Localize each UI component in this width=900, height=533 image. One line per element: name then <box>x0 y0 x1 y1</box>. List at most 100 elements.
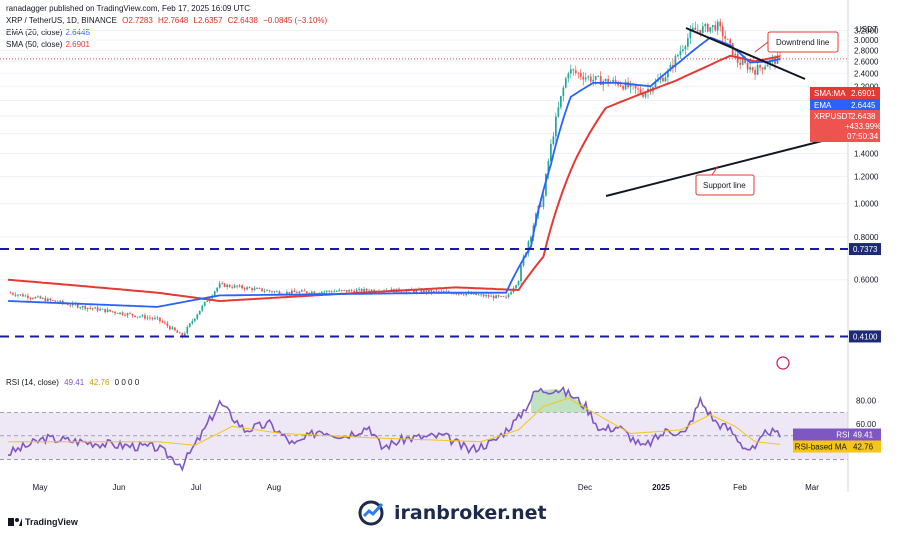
candle-body <box>320 291 323 294</box>
pair-tag-timer: 07:50:34 <box>847 132 879 141</box>
candle-body <box>19 294 22 296</box>
candle-body <box>726 38 729 40</box>
candle-body <box>198 310 201 315</box>
candle-body <box>236 285 238 287</box>
support-callout-label: Support line <box>703 181 746 190</box>
candle-body <box>495 295 497 299</box>
candle-body <box>667 71 669 78</box>
candle-body <box>226 284 229 287</box>
candle-body <box>358 288 361 290</box>
candle-body <box>46 298 49 302</box>
candle-body <box>355 289 358 293</box>
candle-body <box>729 39 732 44</box>
candle-body <box>574 70 577 73</box>
candle-body <box>701 26 704 33</box>
sma-tag-value: 2.6901 <box>851 89 876 98</box>
downtrend-callout-label: Downtrend line <box>776 38 830 47</box>
x-tick-label: May <box>32 483 47 492</box>
candle-body <box>472 293 475 295</box>
candle-body <box>766 64 769 67</box>
candle-body <box>644 92 647 97</box>
candle-body <box>22 294 24 297</box>
candle-body <box>300 290 303 292</box>
candle-body <box>607 78 610 84</box>
candle-body <box>49 298 52 301</box>
candle-body <box>614 79 617 83</box>
candle-body <box>181 332 184 337</box>
candle-body <box>276 291 278 293</box>
rsima-tag <box>793 440 881 453</box>
candle-body <box>343 290 346 291</box>
candle-body <box>475 293 478 295</box>
candle-body <box>365 288 368 291</box>
candle-body <box>689 30 692 39</box>
candle-body <box>129 313 131 315</box>
candle-body <box>101 308 104 310</box>
candle-body <box>373 289 375 292</box>
candle-body <box>592 79 595 82</box>
downtrend-callout-pointer <box>754 41 769 53</box>
level-tag-label: 0.7373 <box>853 245 878 254</box>
candle-body <box>109 309 111 312</box>
candle-body <box>582 76 585 80</box>
rsi-tag <box>793 428 881 441</box>
candle-body <box>744 60 747 63</box>
candle-body <box>423 290 425 293</box>
ema-line <box>7 36 781 308</box>
candle-body <box>510 292 512 295</box>
candle-body <box>258 288 261 289</box>
candle-body <box>480 294 483 296</box>
candle-body <box>432 290 435 293</box>
downtrend-line <box>685 27 806 80</box>
candle-body <box>572 69 575 71</box>
rsi-legend: RSI (14, close) 49.41 42.76 0 0 0 0 <box>6 378 140 387</box>
candle-body <box>124 314 126 316</box>
x-tick-label: 2025 <box>652 483 670 492</box>
candle-body <box>619 85 622 87</box>
candle-body <box>587 76 590 78</box>
candle-body <box>577 72 580 74</box>
candle-body <box>465 293 468 296</box>
candle-body <box>256 288 258 289</box>
candle-body <box>91 308 94 310</box>
candle-body <box>328 290 331 292</box>
candle-body <box>27 295 29 299</box>
candle-body <box>500 296 502 297</box>
candle-body <box>502 296 505 297</box>
candle-body <box>567 73 570 79</box>
rsi-chart[interactable]: 80.00 60.00 RSI 49.41 RSI-based MA 42.76 May Ju… <box>0 372 900 492</box>
candle-body <box>151 318 154 319</box>
candle-body <box>629 83 632 88</box>
candle-body <box>173 327 176 331</box>
rsi-tick-label: 60.00 <box>856 420 877 429</box>
sma-line <box>7 54 781 303</box>
candle-body <box>111 311 114 313</box>
candle-body <box>746 62 749 70</box>
x-tick-label: Aug <box>267 483 281 492</box>
candle-body <box>679 51 682 56</box>
pair-tag-name: XRPUSDT <box>814 112 852 121</box>
candle-body <box>368 290 370 292</box>
candle-body <box>527 241 530 253</box>
candle-body <box>218 283 221 288</box>
candle-body <box>251 288 253 291</box>
candle-body <box>420 289 423 293</box>
rsima-tag-value: 42.76 <box>853 443 874 452</box>
candle-body <box>203 301 206 306</box>
price-tick-label: 3.0000 <box>854 36 879 45</box>
candle-body <box>268 290 271 292</box>
ohlc-high: H2.7648 <box>158 16 189 25</box>
broker-logo-icon <box>358 500 384 526</box>
candle-body <box>684 46 687 50</box>
price-tick-label: 1.2000 <box>854 173 879 182</box>
candle-body <box>442 291 445 293</box>
candle-body <box>186 326 189 334</box>
candle-body <box>477 294 480 296</box>
candle-body <box>749 67 751 70</box>
tradingview-logo-icon <box>8 518 22 526</box>
rsi-overbought-fill <box>530 388 596 413</box>
candle-body <box>116 313 119 314</box>
price-chart[interactable]: 3.20003.00002.80002.60002.40002.20002.00… <box>0 0 900 372</box>
candle-body <box>178 332 181 334</box>
candle-body <box>241 285 243 289</box>
